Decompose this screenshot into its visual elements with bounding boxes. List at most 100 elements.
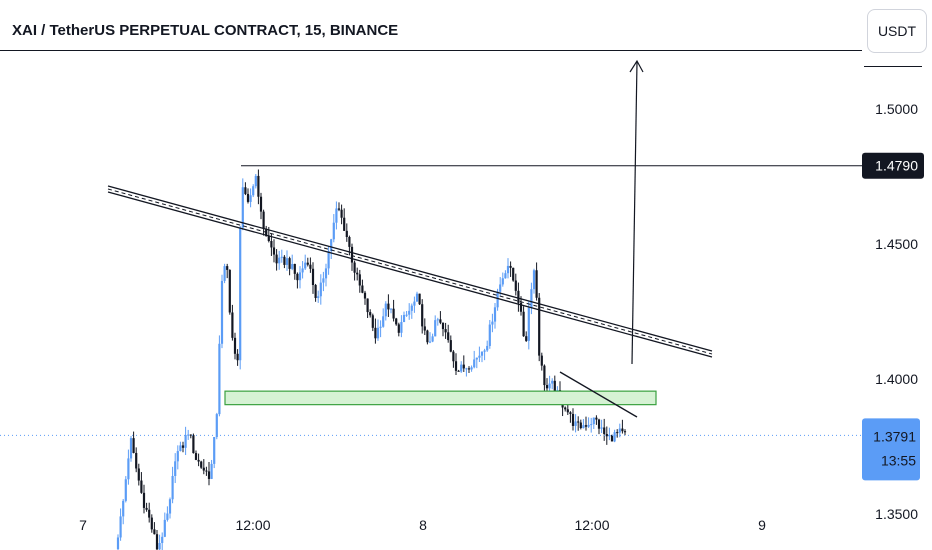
- candle-body: [525, 336, 528, 341]
- candle-body: [233, 337, 237, 354]
- candle-body: [236, 353, 239, 361]
- candle-body: [189, 434, 192, 436]
- candle-body: [415, 293, 419, 302]
- candle-body: [540, 355, 543, 366]
- candle-body: [426, 330, 429, 343]
- candles-group: [116, 169, 627, 550]
- candle-body: [267, 236, 270, 241]
- candle-body: [306, 262, 309, 265]
- candle-body: [228, 269, 231, 313]
- candle-body: [434, 320, 437, 337]
- candle-body: [548, 383, 551, 389]
- candle-body: [345, 230, 348, 237]
- chart-title: XAI / TetherUS PERPETUAL CONTRACT, 15, B…: [12, 22, 399, 39]
- candle-body: [150, 517, 153, 530]
- candle-body: [616, 432, 619, 434]
- candle-body: [252, 186, 255, 196]
- candle-body: [408, 310, 411, 315]
- candle-body: [553, 380, 556, 393]
- candle-body: [317, 296, 320, 298]
- candle-body: [166, 513, 169, 520]
- level-price-label: 1.4790: [875, 158, 918, 174]
- candle-body: [592, 417, 595, 425]
- candle-body: [192, 435, 195, 454]
- candle-body: [176, 451, 179, 462]
- candle-body: [288, 258, 291, 269]
- candle-body: [116, 537, 120, 550]
- candle-body: [205, 470, 208, 472]
- candle-body: [148, 509, 151, 518]
- candle-body: [493, 307, 497, 322]
- candle-body: [285, 258, 289, 265]
- candle-body: [371, 315, 374, 328]
- candle-body: [223, 266, 226, 281]
- candle-body: [179, 445, 182, 452]
- time-tick-label: 7: [79, 517, 87, 533]
- candle-body: [384, 303, 387, 317]
- candle-body: [447, 332, 450, 341]
- currency-label: USDT: [877, 23, 917, 39]
- candle-body: [527, 307, 530, 341]
- candle-body: [241, 187, 244, 228]
- candle-body: [140, 480, 143, 493]
- candle-body: [129, 438, 133, 459]
- candle-body: [623, 431, 627, 433]
- candle-body: [363, 292, 367, 299]
- candle-body: [597, 419, 601, 429]
- projection-arrow-head: [629, 59, 644, 73]
- candle-body: [600, 427, 603, 429]
- candle-body: [506, 265, 510, 274]
- candle-body: [449, 340, 452, 352]
- candle-body: [376, 327, 380, 339]
- currency-selector[interactable]: USDT: [867, 9, 927, 53]
- price-axis-divider: [864, 66, 922, 67]
- candle-body: [337, 208, 341, 210]
- candle-body: [332, 222, 335, 240]
- candle-body: [431, 336, 434, 342]
- candle-body: [613, 432, 616, 442]
- candle-body: [366, 298, 369, 313]
- candle-body: [621, 428, 624, 432]
- projection-arrow-shaft: [631, 61, 638, 365]
- candle-body: [483, 350, 486, 352]
- candle-body: [262, 211, 265, 229]
- candle-body: [153, 529, 156, 535]
- time-tick-label: 9: [758, 517, 766, 533]
- candle-body: [454, 361, 458, 371]
- candle-body: [161, 536, 164, 544]
- time-axis: 7 12:00 8 12:00 9: [79, 517, 766, 533]
- candle-body: [249, 195, 252, 202]
- candle-body: [444, 329, 447, 333]
- candle-body: [226, 266, 229, 270]
- candle-body: [595, 417, 598, 420]
- candle-body: [400, 322, 403, 333]
- candle-body: [499, 284, 502, 292]
- time-tick-label: 12:00: [574, 517, 609, 533]
- candle-body: [296, 273, 299, 281]
- candle-body: [369, 312, 372, 316]
- candle-body: [574, 421, 577, 426]
- candle-body: [480, 351, 484, 356]
- trendline-center-dashes: [107, 188, 713, 355]
- candle-body: [158, 543, 161, 550]
- candle-body: [119, 516, 122, 538]
- candle-body: [127, 458, 130, 480]
- candle-body: [361, 285, 364, 293]
- candle-body: [584, 425, 588, 427]
- candle-body: [603, 427, 606, 434]
- candle-body: [605, 433, 608, 437]
- candle-body: [577, 421, 580, 423]
- bar-countdown-label: 13:55: [881, 452, 916, 468]
- candle-body: [551, 380, 554, 384]
- candle-body: [470, 367, 473, 370]
- candle-body: [137, 468, 140, 481]
- candle-body: [379, 326, 382, 328]
- current-price-badge: [862, 418, 920, 481]
- candle-body: [220, 280, 224, 344]
- candle-body: [590, 424, 593, 426]
- candle-body: [330, 239, 333, 252]
- candle-body: [514, 280, 517, 291]
- candle-body: [353, 262, 356, 273]
- candle-body: [301, 268, 304, 273]
